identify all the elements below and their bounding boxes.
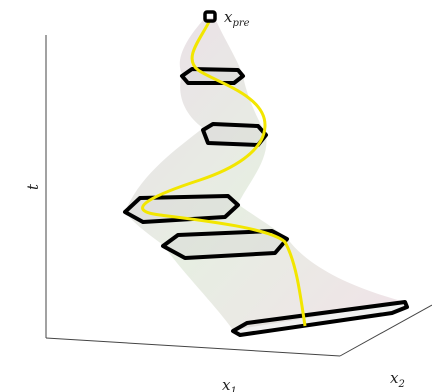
initial-state <box>205 12 215 21</box>
x1-axis <box>46 338 340 356</box>
label-x2: x2 <box>390 369 405 390</box>
figure: xpre t x1 x2 <box>0 0 432 392</box>
label-sub: 2 <box>397 379 404 390</box>
reachable-tube <box>125 18 405 330</box>
label-sub: 1 <box>230 386 236 392</box>
slice <box>203 124 266 145</box>
slice <box>182 69 243 83</box>
label-sub: pre <box>232 18 249 29</box>
label-t: t <box>24 183 42 190</box>
label-x-pre: xpre <box>224 8 250 29</box>
label-x1: x1 <box>222 376 237 392</box>
